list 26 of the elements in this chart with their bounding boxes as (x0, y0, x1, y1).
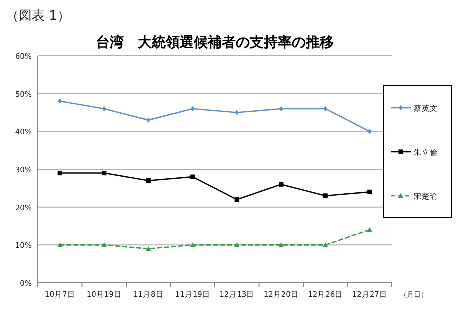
point (190, 106, 195, 112)
chart-title: 台湾 大統領選候補者の支持率の推移 (96, 34, 334, 51)
point (323, 194, 328, 198)
point (58, 98, 62, 104)
point (146, 118, 151, 123)
point (279, 106, 284, 112)
point (367, 227, 372, 232)
point (190, 174, 196, 180)
point (234, 242, 240, 248)
point (324, 106, 328, 112)
point (58, 242, 63, 248)
text: （図表 1） (6, 9, 70, 24)
point (102, 106, 106, 112)
point (368, 190, 372, 194)
point (278, 242, 284, 248)
point (323, 242, 328, 248)
point (146, 178, 151, 184)
point (102, 170, 107, 176)
point (279, 182, 284, 187)
point (190, 242, 196, 248)
point (58, 170, 62, 176)
point (146, 246, 152, 252)
point (235, 110, 240, 116)
point (368, 129, 372, 134)
point (102, 242, 107, 248)
point (234, 197, 240, 202)
